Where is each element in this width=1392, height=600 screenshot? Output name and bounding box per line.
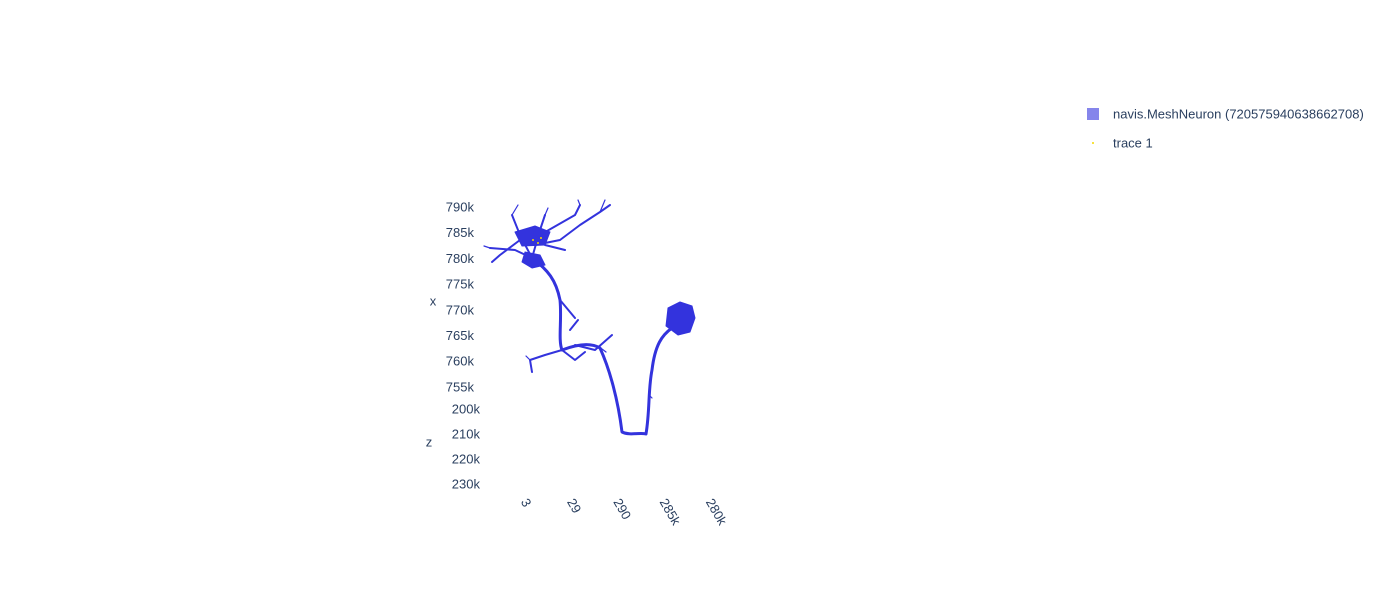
x-tick-label: 790k	[446, 199, 475, 214]
z-tick-label: 200k	[452, 401, 481, 416]
neuron-mesh	[483, 199, 696, 436]
x-tick-label: 770k	[446, 302, 475, 317]
z-tick-label: 230k	[452, 476, 481, 491]
legend-label: navis.MeshNeuron (720575940638662708)	[1113, 106, 1364, 121]
x-tick-label: 755k	[446, 379, 475, 394]
legend-swatch	[1092, 142, 1094, 144]
x-tick-label: 785k	[446, 225, 475, 240]
legend-label: trace 1	[1113, 135, 1153, 150]
legend-swatch	[1087, 108, 1099, 120]
x-tick-label: 775k	[446, 277, 475, 292]
trace-1-points	[532, 237, 542, 244]
y-tick-label: 285k	[657, 496, 684, 528]
y-tick-label: 29	[564, 496, 584, 516]
z-tick-label: 220k	[452, 451, 481, 466]
y-tick-label: 3	[518, 496, 535, 510]
y-tick-label: 290	[610, 496, 634, 522]
z-tick-label: 210k	[452, 426, 481, 441]
x-axis-title: x	[430, 293, 437, 308]
x-tick-label: 765k	[446, 328, 475, 343]
y-tick-label: 280k	[703, 496, 730, 528]
x-tick-label: 760k	[446, 354, 475, 369]
z-axis-title: z	[426, 434, 433, 449]
x-tick-label: 780k	[446, 251, 475, 266]
